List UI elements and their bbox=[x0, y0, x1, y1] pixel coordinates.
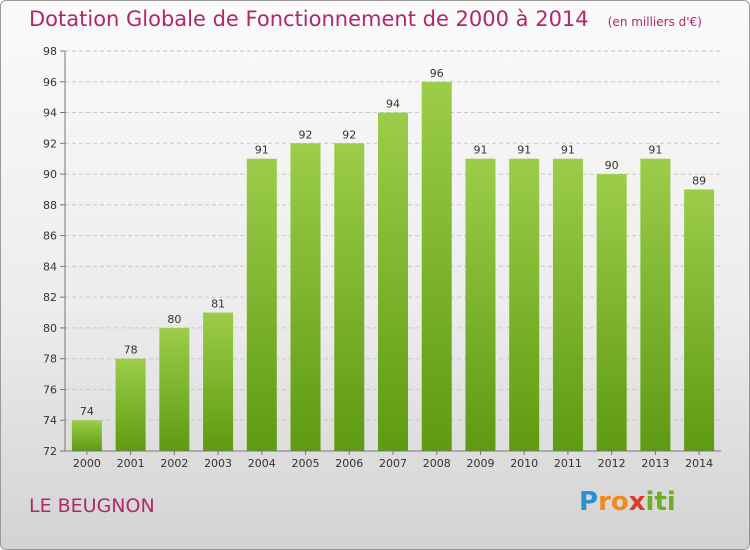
value-label: 91 bbox=[255, 144, 269, 157]
bars: 74 78 80 81 91 92 92 94 96 91 91 91 90 91 89 bbox=[71, 67, 715, 452]
value-label: 74 bbox=[80, 405, 94, 418]
value-label: 80 bbox=[167, 313, 181, 326]
axes: 72 74 76 78 80 82 84 86 88 90 92 94 96 98 2000 2001 2002… bbox=[43, 45, 721, 470]
bar bbox=[334, 143, 365, 452]
y-tick-label: 94 bbox=[43, 107, 57, 120]
x-tick-label: 2011 bbox=[554, 457, 582, 470]
x-tick-label: 2010 bbox=[510, 457, 538, 470]
value-label: 92 bbox=[342, 128, 356, 141]
x-tick-label: 2006 bbox=[335, 457, 363, 470]
y-tick-label: 74 bbox=[43, 414, 57, 427]
y-tick-label: 80 bbox=[43, 322, 57, 335]
bar bbox=[684, 189, 715, 451]
y-tick-label: 96 bbox=[43, 76, 57, 89]
value-label: 81 bbox=[211, 298, 225, 311]
bar bbox=[203, 312, 234, 451]
bar bbox=[640, 158, 671, 451]
bar bbox=[421, 81, 452, 452]
title-line: Dotation Globale de Fonctionnement de 20… bbox=[29, 7, 702, 31]
x-tick-label: 2001 bbox=[117, 457, 145, 470]
bar bbox=[509, 158, 540, 451]
x-tick-label: 2005 bbox=[292, 457, 320, 470]
y-tick-label: 84 bbox=[43, 260, 57, 273]
x-tick-label: 2007 bbox=[379, 457, 407, 470]
value-label: 89 bbox=[692, 174, 706, 187]
value-label: 78 bbox=[124, 344, 138, 357]
value-label: 91 bbox=[517, 144, 531, 157]
bar bbox=[290, 143, 321, 452]
x-tick-label: 2009 bbox=[466, 457, 494, 470]
y-tick-label: 92 bbox=[43, 137, 57, 150]
bar bbox=[159, 327, 190, 451]
value-label: 96 bbox=[430, 67, 444, 80]
y-tick-label: 76 bbox=[43, 383, 57, 396]
value-label: 91 bbox=[648, 144, 662, 157]
value-label: 91 bbox=[473, 144, 487, 157]
x-tick-label: 2013 bbox=[641, 457, 669, 470]
y-tick-label: 82 bbox=[43, 291, 57, 304]
value-label: 92 bbox=[299, 128, 313, 141]
y-tick-label: 86 bbox=[43, 230, 57, 243]
value-label: 91 bbox=[561, 144, 575, 157]
x-tick-label: 2000 bbox=[73, 457, 101, 470]
x-tick-label: 2008 bbox=[423, 457, 451, 470]
x-tick-label: 2014 bbox=[685, 457, 713, 470]
value-label: 90 bbox=[605, 159, 619, 172]
bar bbox=[596, 174, 627, 452]
chart-unit: (en milliers d'€) bbox=[607, 15, 702, 29]
y-tick-label: 88 bbox=[43, 199, 57, 212]
y-tick-label: 72 bbox=[43, 445, 57, 458]
y-tick-label: 78 bbox=[43, 353, 57, 366]
bar bbox=[552, 158, 583, 451]
bar bbox=[115, 358, 146, 451]
y-tick-label: 90 bbox=[43, 168, 57, 181]
y-tick-label: 98 bbox=[43, 45, 57, 58]
x-tick-label: 2002 bbox=[160, 457, 188, 470]
x-tick-label: 2003 bbox=[204, 457, 232, 470]
x-tick-label: 2004 bbox=[248, 457, 276, 470]
value-label: 94 bbox=[386, 98, 400, 111]
bar bbox=[465, 158, 496, 451]
bar bbox=[246, 158, 277, 451]
bar bbox=[378, 112, 408, 452]
chart-title: Dotation Globale de Fonctionnement de 20… bbox=[29, 7, 589, 31]
proxiti-logo: Proxiti bbox=[579, 487, 676, 517]
bar bbox=[71, 420, 102, 451]
x-tick-label: 2012 bbox=[598, 457, 626, 470]
commune-name: LE BEUGNON bbox=[29, 495, 155, 517]
